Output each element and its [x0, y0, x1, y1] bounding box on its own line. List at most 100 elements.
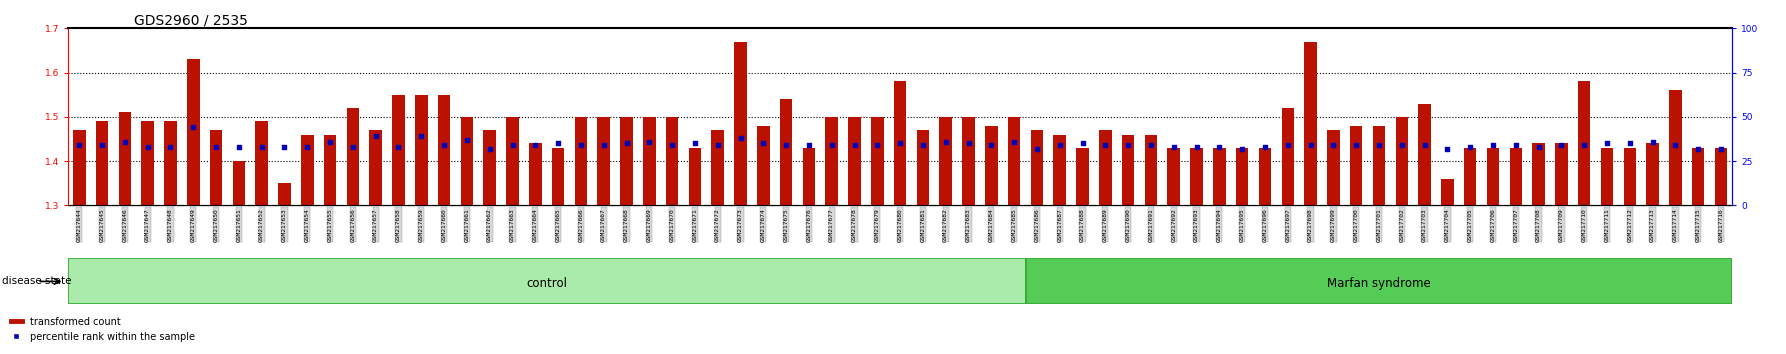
Bar — [1715, 148, 1727, 205]
Text: GSM217662: GSM217662 — [488, 208, 493, 242]
Bar — [279, 183, 291, 205]
Point — [613, 141, 641, 146]
Bar — [1098, 130, 1111, 205]
Text: GSM217715: GSM217715 — [1695, 208, 1700, 242]
Point — [1091, 142, 1120, 148]
Text: GSM217664: GSM217664 — [532, 208, 538, 242]
Text: Marfan syndrome: Marfan syndrome — [1327, 277, 1431, 290]
Bar — [461, 117, 473, 205]
Bar — [620, 117, 632, 205]
Text: GSM217676: GSM217676 — [807, 208, 811, 242]
Bar — [255, 121, 268, 205]
Text: GSM217652: GSM217652 — [259, 208, 264, 242]
Point — [202, 144, 230, 150]
Bar — [1395, 117, 1407, 205]
Bar — [1189, 148, 1202, 205]
Bar — [893, 81, 907, 205]
Text: GSM217673: GSM217673 — [738, 208, 743, 242]
Bar — [643, 117, 655, 205]
Bar — [1213, 148, 1225, 205]
Text: GSM217683: GSM217683 — [966, 208, 972, 242]
Point — [339, 144, 368, 150]
Text: GSM217714: GSM217714 — [1673, 208, 1677, 242]
Bar — [1145, 135, 1157, 205]
Bar — [188, 59, 200, 205]
Point — [1320, 142, 1348, 148]
Bar — [346, 108, 359, 205]
Text: GSM217649: GSM217649 — [191, 208, 196, 242]
Bar — [1007, 117, 1020, 205]
Point — [1068, 141, 1097, 146]
Text: GSM217677: GSM217677 — [829, 208, 834, 242]
Text: GSM217666: GSM217666 — [579, 208, 584, 242]
Bar — [141, 121, 154, 205]
Point — [1388, 142, 1416, 148]
Bar — [1373, 126, 1386, 205]
Text: GSM217650: GSM217650 — [214, 208, 218, 242]
Point — [1250, 144, 1279, 150]
Text: GSM217716: GSM217716 — [1718, 208, 1723, 242]
Text: GSM217653: GSM217653 — [282, 208, 288, 242]
Text: GSM217655: GSM217655 — [327, 208, 332, 242]
Bar — [1236, 148, 1248, 205]
Bar — [1077, 148, 1089, 205]
Bar — [209, 130, 221, 205]
Text: GSM217713: GSM217713 — [1650, 208, 1656, 242]
Point — [680, 141, 709, 146]
Point — [293, 144, 321, 150]
Bar — [1054, 135, 1066, 205]
Point — [566, 142, 595, 148]
Point — [863, 142, 891, 148]
Text: GSM217672: GSM217672 — [714, 208, 720, 242]
Text: GSM217707: GSM217707 — [1513, 208, 1518, 242]
Text: GSM217682: GSM217682 — [943, 208, 948, 242]
Text: GSM217686: GSM217686 — [1034, 208, 1039, 242]
Bar — [1122, 135, 1134, 205]
Point — [1523, 144, 1552, 150]
Bar — [872, 117, 884, 205]
Bar — [757, 126, 770, 205]
Text: GSM217661: GSM217661 — [464, 208, 470, 242]
Text: GSM217685: GSM217685 — [1011, 208, 1016, 242]
Point — [1045, 142, 1073, 148]
Point — [1570, 142, 1598, 148]
Text: GSM217690: GSM217690 — [1125, 208, 1131, 242]
Text: GSM217659: GSM217659 — [418, 208, 423, 242]
Point — [636, 139, 664, 144]
Text: GSM217675: GSM217675 — [784, 208, 789, 242]
Bar — [1486, 148, 1498, 205]
Text: GSM217693: GSM217693 — [1195, 208, 1198, 242]
Point — [818, 142, 847, 148]
Text: GSM217646: GSM217646 — [123, 208, 127, 242]
Bar — [711, 130, 723, 205]
Bar — [825, 117, 838, 205]
Bar — [393, 95, 405, 205]
Bar — [505, 117, 518, 205]
Point — [88, 142, 116, 148]
Point — [748, 141, 777, 146]
Point — [179, 125, 207, 130]
Text: GSM217660: GSM217660 — [441, 208, 446, 242]
Point — [1023, 146, 1052, 152]
Text: GSM217695: GSM217695 — [1239, 208, 1245, 242]
Bar — [96, 121, 109, 205]
Text: GSM217651: GSM217651 — [236, 208, 241, 242]
Point — [1297, 142, 1325, 148]
Text: GSM217708: GSM217708 — [1536, 208, 1541, 242]
Point — [498, 142, 527, 148]
Bar — [302, 135, 314, 205]
Text: GSM217678: GSM217678 — [852, 208, 857, 242]
Text: GSM217688: GSM217688 — [1081, 208, 1086, 242]
Text: GDS2960 / 2535: GDS2960 / 2535 — [134, 13, 248, 27]
Text: GSM217681: GSM217681 — [920, 208, 925, 242]
Text: GSM217644: GSM217644 — [77, 208, 82, 242]
Text: GSM217706: GSM217706 — [1491, 208, 1495, 242]
Point — [704, 142, 732, 148]
Text: GSM217684: GSM217684 — [989, 208, 993, 242]
Point — [1159, 144, 1188, 150]
Point — [909, 142, 938, 148]
Point — [839, 142, 868, 148]
Bar — [802, 148, 814, 205]
Point — [155, 144, 184, 150]
Point — [1365, 142, 1393, 148]
